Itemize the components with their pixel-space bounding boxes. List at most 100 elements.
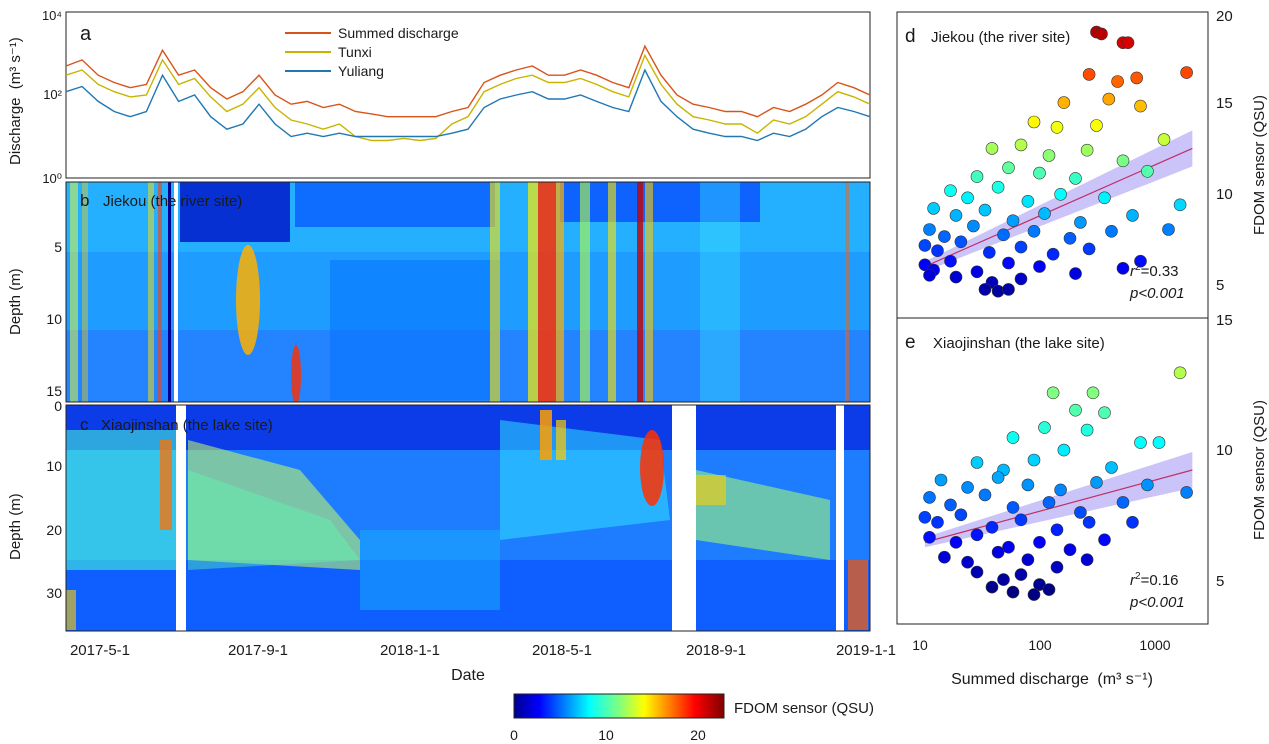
e-point	[1098, 406, 1111, 420]
a-ytick-0: 10⁴	[42, 8, 62, 23]
e-point	[1074, 506, 1087, 519]
xtick-2019-1-1: 2019-1-1	[836, 642, 896, 659]
d-point	[982, 246, 996, 259]
d-point	[991, 284, 1005, 298]
series-line-1	[65, 53, 871, 142]
d-point	[1126, 209, 1139, 222]
b-ytick-15: 15	[46, 383, 62, 399]
e-point	[1116, 496, 1130, 509]
d-point	[944, 254, 957, 268]
d-ytick-15: 15	[1216, 95, 1233, 112]
d-point	[1046, 247, 1060, 261]
c-ytick-30: 30	[46, 585, 62, 601]
d-point	[1180, 66, 1193, 79]
d-point	[1157, 133, 1171, 146]
d-point	[1014, 240, 1028, 254]
e-point	[1021, 553, 1035, 567]
e-point	[1126, 515, 1139, 529]
d-point	[1069, 172, 1082, 185]
e-ylabel: FDOM sensor (QSU)	[1251, 400, 1268, 540]
d-point	[978, 283, 992, 296]
d-point	[954, 235, 968, 249]
e-point	[1050, 560, 1064, 574]
d-point	[985, 142, 999, 155]
e-point	[985, 580, 999, 594]
d-point	[927, 202, 940, 215]
d-point	[1057, 96, 1071, 109]
e-point	[934, 473, 948, 487]
e-point	[970, 456, 984, 469]
e-ytick-15: 15	[1216, 312, 1233, 329]
e-point	[961, 555, 974, 569]
c-ytick-0: 0	[54, 398, 62, 414]
d-point	[938, 230, 951, 243]
colorbar-label: FDOM sensor (QSU)	[734, 700, 874, 717]
d-point	[1080, 143, 1094, 157]
d-point	[978, 203, 992, 217]
colorbar-tick-10: 10	[598, 727, 614, 743]
d-point	[1130, 71, 1143, 85]
d-point	[944, 184, 957, 197]
e-point	[1069, 403, 1082, 417]
d-point	[1111, 75, 1124, 88]
e-point	[1173, 366, 1187, 380]
d-point	[1116, 154, 1130, 168]
d-point	[970, 170, 984, 183]
a-ytick-2: 10⁰	[42, 171, 62, 186]
e-point	[918, 510, 932, 524]
series-line-0	[65, 44, 871, 118]
e-point	[944, 498, 957, 512]
d-ylabel: FDOM sensor (QSU)	[1251, 95, 1268, 235]
d-point	[1021, 195, 1035, 208]
e-point	[991, 545, 1005, 559]
d-point	[931, 244, 944, 257]
series-line-2	[65, 68, 871, 142]
d-point	[1074, 216, 1087, 229]
a-ylabel-text: Discharge	[7, 97, 24, 165]
d-ytick-20: 20	[1216, 8, 1233, 25]
a-ylabel: Discharge (m³ s⁻¹)	[7, 37, 24, 165]
xtick-2017-5-1: 2017-5-1	[70, 642, 130, 659]
e-point	[1080, 423, 1094, 437]
e-point	[1042, 496, 1056, 509]
legend: Summed discharge Tunxi Yuliang	[285, 25, 459, 79]
e-xtick-10: 10	[912, 637, 928, 653]
panel-c-title: Xiaojinshan (the lake site)	[101, 417, 273, 434]
d-point	[949, 209, 963, 222]
colorbar-tick-0: 0	[510, 727, 518, 743]
colorbar-tick-20: 20	[690, 727, 706, 743]
d-r2-value: =0.33	[1141, 263, 1179, 280]
e-point	[923, 530, 936, 544]
e-point	[1134, 436, 1147, 449]
legend-summed: Summed discharge	[338, 25, 459, 41]
e-point	[1046, 386, 1060, 400]
e-point	[1057, 443, 1071, 457]
c-ytick-10: 10	[46, 458, 62, 474]
panel-b-label: b	[80, 191, 89, 210]
e-r2-value: =0.16	[1141, 572, 1179, 589]
e-point	[938, 550, 951, 564]
d-point	[1082, 242, 1096, 256]
e-xlabel: Summed discharge (m³ s⁻¹)	[951, 671, 1153, 688]
e-point	[970, 528, 984, 542]
panel-d-p: p<0.001	[1129, 285, 1185, 302]
e-xtick-1000: 1000	[1139, 637, 1170, 653]
d-point	[1027, 115, 1041, 129]
e-point	[1006, 431, 1020, 444]
b-ytick-5: 5	[54, 239, 62, 255]
e-point	[1021, 478, 1035, 492]
e-point	[1086, 386, 1100, 400]
d-point	[1098, 191, 1111, 205]
c-ylabel: Depth (m)	[7, 493, 24, 560]
d-point	[1141, 165, 1154, 178]
d-point	[1102, 92, 1116, 106]
panel-c: c Xiaojinshan (the lake site) 0 10 20 30…	[7, 398, 871, 632]
e-r2-sup: 2	[1135, 571, 1141, 582]
e-ytick-5: 5	[1216, 573, 1224, 590]
d-point	[1027, 225, 1041, 238]
d-point	[1116, 261, 1130, 275]
e-point	[1063, 543, 1077, 557]
e-point	[1027, 453, 1041, 467]
e-point	[985, 520, 999, 534]
